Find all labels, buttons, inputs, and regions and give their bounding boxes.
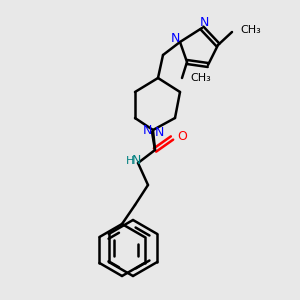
Text: N: N xyxy=(154,127,164,140)
Text: CH₃: CH₃ xyxy=(240,25,261,35)
Text: N: N xyxy=(170,32,180,44)
Text: CH₃: CH₃ xyxy=(190,73,211,83)
Text: N: N xyxy=(131,154,141,167)
Text: H: H xyxy=(126,156,134,166)
Text: O: O xyxy=(177,130,187,143)
Text: N: N xyxy=(142,124,152,137)
Text: N: N xyxy=(199,16,209,28)
